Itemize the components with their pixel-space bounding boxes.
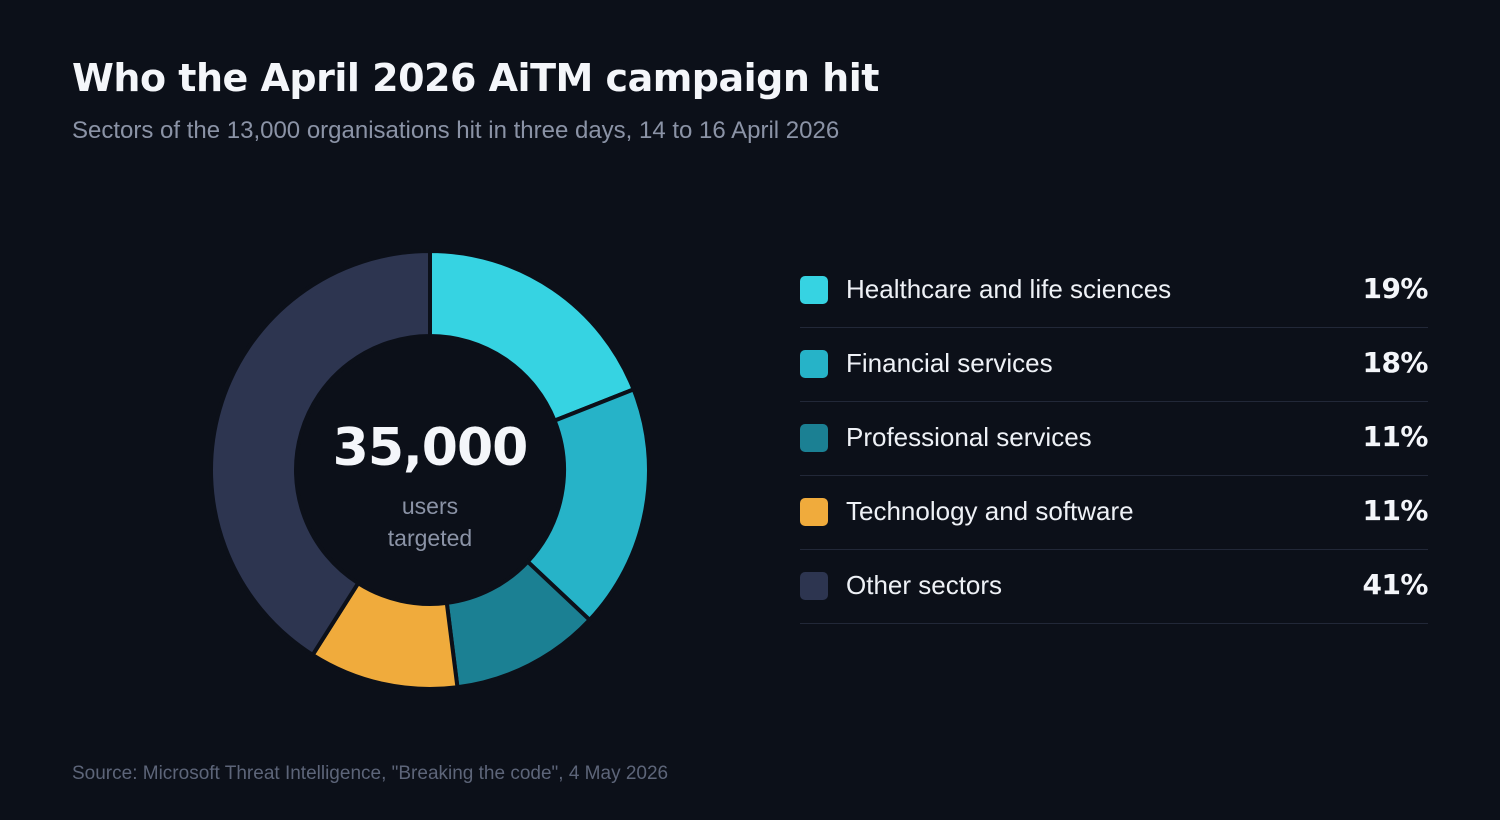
legend-value: 11% [1362, 420, 1428, 453]
legend-label: Healthcare and life sciences [846, 274, 1172, 304]
legend-item: Other sectors 41% [800, 550, 1428, 624]
chart-subtitle: Sectors of the 13,000 organisations hit … [72, 117, 840, 144]
legend-label: Financial services [846, 348, 1053, 378]
legend-value: 18% [1362, 346, 1428, 379]
donut-svg [209, 248, 651, 691]
legend: Healthcare and life sciences 19% Financial… [800, 254, 1428, 624]
legend-item: Professional services 11% [800, 402, 1428, 476]
legend-label: Other sectors [846, 570, 1003, 600]
center-label-line1: users [401, 493, 459, 519]
donut-slice-0 [428, 248, 637, 424]
center-total-label: users targeted [200, 490, 660, 554]
legend-swatch [800, 276, 828, 304]
legend-label: Professional services [846, 422, 1092, 452]
legend-swatch [800, 572, 828, 600]
legend-value: 11% [1362, 494, 1428, 527]
legend-swatch [800, 350, 828, 378]
donut-chart: 35,000 users targeted [200, 240, 660, 700]
legend-swatch [800, 498, 828, 526]
legend-swatch [800, 424, 828, 452]
donut-slice-4 [209, 248, 432, 658]
center-total-value: 35,000 [332, 418, 529, 478]
legend-item: Healthcare and life sciences 19% [800, 254, 1428, 328]
donut-slice-1 [524, 386, 651, 623]
legend-item: Financial services 18% [800, 328, 1428, 402]
source-note: Source: Microsoft Threat Intelligence, "… [72, 763, 669, 784]
chart-title: Who the April 2026 AiTM campaign hit [72, 56, 879, 100]
legend-value: 19% [1362, 272, 1428, 305]
legend-label: Technology and software [846, 496, 1134, 526]
center-label-line2: targeted [387, 525, 473, 551]
legend-value: 41% [1362, 568, 1428, 601]
legend-item: Technology and software 11% [800, 476, 1428, 550]
